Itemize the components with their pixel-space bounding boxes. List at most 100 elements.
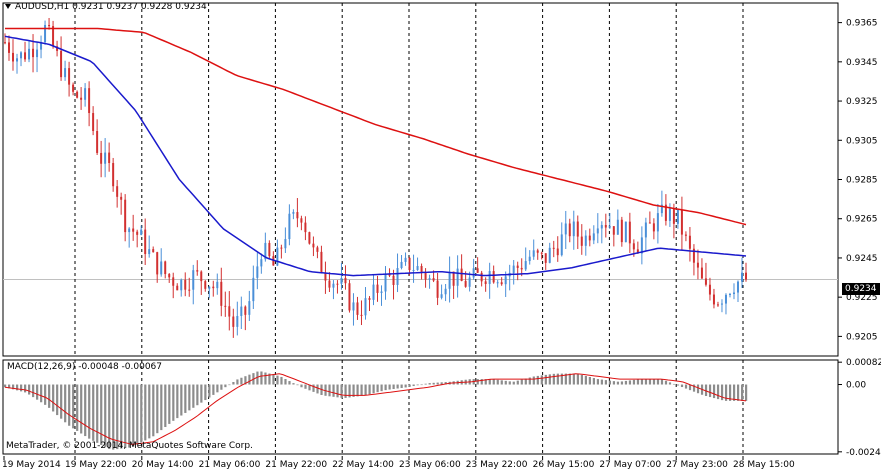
macd-bar	[36, 384, 39, 400]
candle-body	[176, 285, 179, 291]
candle-body	[64, 68, 67, 78]
dropdown-triangle-icon[interactable]	[5, 4, 11, 9]
macd-bar	[484, 379, 487, 385]
candle-body	[580, 236, 583, 246]
price-axis: 0.9365 0.9345 0.9325 0.9305 0.9285 0.9265 0.92…	[838, 19, 878, 342]
macd-bar	[588, 377, 591, 385]
macd-bar	[296, 384, 299, 386]
macd-bar	[440, 382, 443, 385]
macd-bar	[340, 384, 343, 398]
candle-body	[468, 277, 471, 287]
candle-body	[600, 225, 603, 229]
macd-bar	[400, 384, 403, 388]
macd-indicator-label: MACD(12,26,9) -0.00048 -0.00067	[7, 362, 163, 372]
macd-bar	[184, 384, 187, 413]
candle-body	[636, 249, 639, 254]
macd-bar	[688, 384, 692, 391]
candle-body	[664, 204, 667, 221]
candle-body	[244, 306, 247, 315]
candle-body	[360, 314, 363, 316]
macd-bar	[372, 384, 375, 394]
candle-body	[404, 257, 407, 262]
macd-tick-label: -0.00247	[846, 448, 881, 458]
macd-bar	[12, 384, 15, 390]
macd-bar	[164, 384, 167, 428]
macd-bar	[140, 384, 143, 443]
macd-bar	[104, 384, 107, 447]
candle-body	[48, 24, 51, 27]
candle-body	[412, 269, 415, 271]
macd-bar	[56, 384, 59, 416]
macd-bar	[720, 384, 724, 401]
price-tick-label: 0.9325	[846, 97, 878, 107]
candle-body	[536, 250, 539, 253]
candle-body	[624, 221, 627, 243]
candle-body	[212, 286, 215, 289]
candle-body	[136, 231, 139, 235]
candle-body	[24, 52, 27, 60]
candle-body	[564, 223, 567, 235]
price-tick-label: 0.9225	[846, 293, 878, 303]
candle-body	[204, 281, 207, 289]
macd-bar	[672, 383, 676, 385]
candle-body	[92, 113, 95, 131]
candle-body	[296, 212, 299, 219]
candle-body	[156, 252, 159, 275]
macd-bar	[20, 384, 23, 392]
candle-body	[276, 247, 279, 266]
macd-bar	[256, 371, 259, 385]
candle-body	[488, 271, 491, 285]
macd-bar	[132, 384, 135, 447]
candle-body	[416, 266, 419, 270]
candle-body	[188, 289, 191, 291]
time-label: 21 May 22:00	[265, 460, 327, 470]
candle-body	[340, 277, 343, 284]
macd-bar	[656, 379, 660, 385]
candle-body	[428, 278, 431, 280]
candle-body	[492, 271, 495, 283]
candle-body	[316, 247, 319, 252]
candle-body	[480, 272, 483, 282]
candle-body	[140, 229, 143, 235]
candle-body	[180, 279, 183, 291]
macd-bar	[540, 375, 543, 385]
candle-body	[312, 243, 315, 248]
macd-bar	[188, 384, 191, 411]
macd-bar	[696, 384, 700, 394]
macd-bar	[708, 384, 712, 398]
macd-bar	[408, 384, 411, 387]
macd-bar	[368, 384, 371, 395]
chart-header[interactable]: AUDUSD,H1 0.9231 0.9237 0.9228 0.9234	[5, 2, 207, 12]
macd-bar	[312, 384, 315, 392]
candle-body	[712, 294, 715, 305]
candle-body	[12, 52, 15, 62]
macd-bar	[344, 384, 347, 398]
time-label: 22 May 14:00	[332, 460, 394, 470]
candle-body	[56, 46, 59, 51]
macd-bar	[616, 381, 620, 385]
macd-bar	[288, 381, 291, 385]
candles	[4, 17, 747, 338]
macd-bar	[264, 372, 267, 385]
candle-body	[652, 223, 655, 232]
ma-blue-line	[4, 35, 747, 277]
copyright-text: MetaTrader, © 2001-2014, MetaQuotes Soft…	[6, 441, 253, 451]
macd-bar	[396, 384, 399, 389]
candle-body	[192, 270, 195, 290]
price-tick-label: 0.9285	[846, 176, 878, 186]
time-label: 23 May 22:00	[466, 460, 528, 470]
candle-body	[604, 225, 607, 228]
macd-bar	[364, 384, 367, 396]
macd-bar	[148, 384, 151, 439]
macd-bar	[240, 377, 243, 385]
candle-body	[60, 50, 63, 78]
candle-body	[656, 213, 659, 232]
candle-body	[660, 204, 663, 214]
candle-body	[512, 265, 515, 273]
macd-bar	[276, 375, 279, 385]
macd-bar	[4, 384, 7, 388]
macd-bar	[48, 384, 51, 408]
candle-body	[540, 252, 543, 254]
